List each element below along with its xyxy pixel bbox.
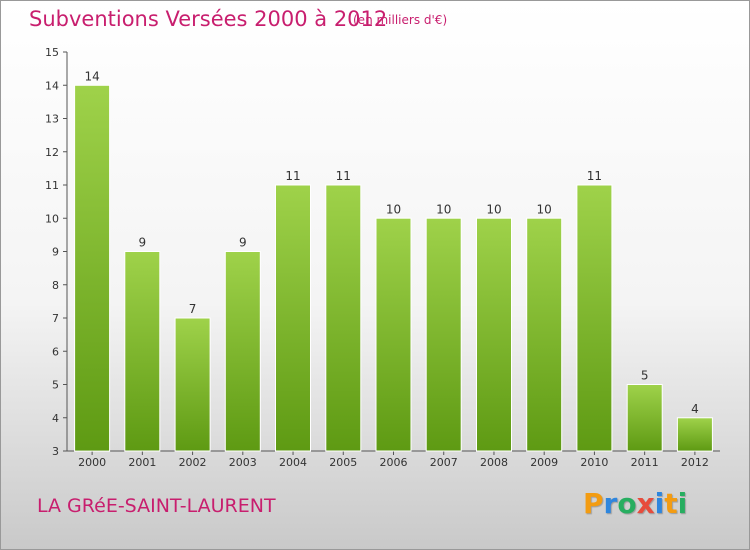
bar xyxy=(74,84,111,452)
bars xyxy=(74,84,713,452)
y-tick-label: 13 xyxy=(45,113,59,126)
proxiti-logo-letter: r xyxy=(603,487,618,520)
x-tick-label: 2001 xyxy=(128,456,156,469)
bar xyxy=(476,217,512,452)
x-tick-label: 2008 xyxy=(480,456,508,469)
commune-name: LA GRéE-SAINT-LAURENT xyxy=(37,495,276,517)
bar xyxy=(275,184,311,452)
x-tick-label: 2003 xyxy=(229,456,257,469)
proxiti-logo[interactable]: Proxiti xyxy=(583,487,687,520)
bar xyxy=(626,384,663,452)
bar xyxy=(576,184,613,452)
bar xyxy=(526,217,563,452)
y-tick-label: 11 xyxy=(45,179,59,192)
x-tick-label: 2009 xyxy=(530,456,558,469)
x-tick-label: 2011 xyxy=(631,456,659,469)
bar xyxy=(375,217,412,452)
x-tick-label: 2012 xyxy=(681,456,709,469)
y-tick-label: 7 xyxy=(52,312,59,325)
bar xyxy=(676,417,713,452)
bar xyxy=(174,317,211,452)
bar xyxy=(325,184,362,452)
y-tick-label: 3 xyxy=(52,445,59,458)
x-tick-label: 2007 xyxy=(430,456,458,469)
x-axis: 2000 2001 2002 2003 2004 2005 2006 2007 2008 2009… xyxy=(67,450,720,469)
x-tick-label: 2006 xyxy=(380,456,408,469)
y-tick-label: 5 xyxy=(52,379,59,392)
proxiti-logo-letter: o xyxy=(617,487,637,520)
bar-value-label: 11 xyxy=(587,169,602,183)
bar xyxy=(124,251,161,452)
bar-value-label: 10 xyxy=(537,202,552,216)
x-tick-label: 2005 xyxy=(329,456,357,469)
y-tick-label: 9 xyxy=(52,246,59,259)
proxiti-logo-letter: i xyxy=(677,487,688,520)
chart-title: Subventions Versées 2000 à 2012 xyxy=(29,7,388,31)
x-tick-label: 2010 xyxy=(580,456,608,469)
bar-value-label: 4 xyxy=(691,402,699,416)
x-tick-label: 2002 xyxy=(179,456,207,469)
bar-value-label: 14 xyxy=(84,69,99,83)
bar-value-label: 5 xyxy=(641,369,649,383)
bar xyxy=(224,251,261,452)
bar-value-label: 9 xyxy=(139,236,147,250)
bar-value-label: 10 xyxy=(436,202,451,216)
bar-value-label: 10 xyxy=(386,202,401,216)
y-tick-label: 4 xyxy=(52,412,59,425)
y-axis: 3 4 5 6 7 8 9 10 11 12 13 14 15 xyxy=(45,46,68,458)
x-tick-label: 2000 xyxy=(78,456,106,469)
bar-value-label: 7 xyxy=(189,302,197,316)
y-tick-label: 12 xyxy=(45,146,59,159)
bar-value-label: 11 xyxy=(336,169,351,183)
y-tick-label: 14 xyxy=(45,79,59,92)
proxiti-logo-letter: t xyxy=(664,487,678,520)
bar-value-label: 9 xyxy=(239,236,247,250)
proxiti-logo-letter: x xyxy=(636,487,655,520)
bar-value-label: 11 xyxy=(285,169,300,183)
y-tick-label: 8 xyxy=(52,279,59,292)
chart-unit-label: (en milliers d'€) xyxy=(353,13,448,27)
bar-value-label: 10 xyxy=(486,202,501,216)
proxiti-logo-letter: P xyxy=(583,487,604,520)
y-tick-label: 10 xyxy=(45,212,59,225)
x-tick-label: 2004 xyxy=(279,456,307,469)
y-tick-label: 6 xyxy=(52,345,59,358)
bar xyxy=(425,217,462,452)
data-labels: 14 9 7 9 11 11 10 10 10 10 11 5 4 xyxy=(84,69,698,416)
y-tick-label: 15 xyxy=(45,46,59,59)
proxiti-logo-letter: i xyxy=(654,487,665,520)
